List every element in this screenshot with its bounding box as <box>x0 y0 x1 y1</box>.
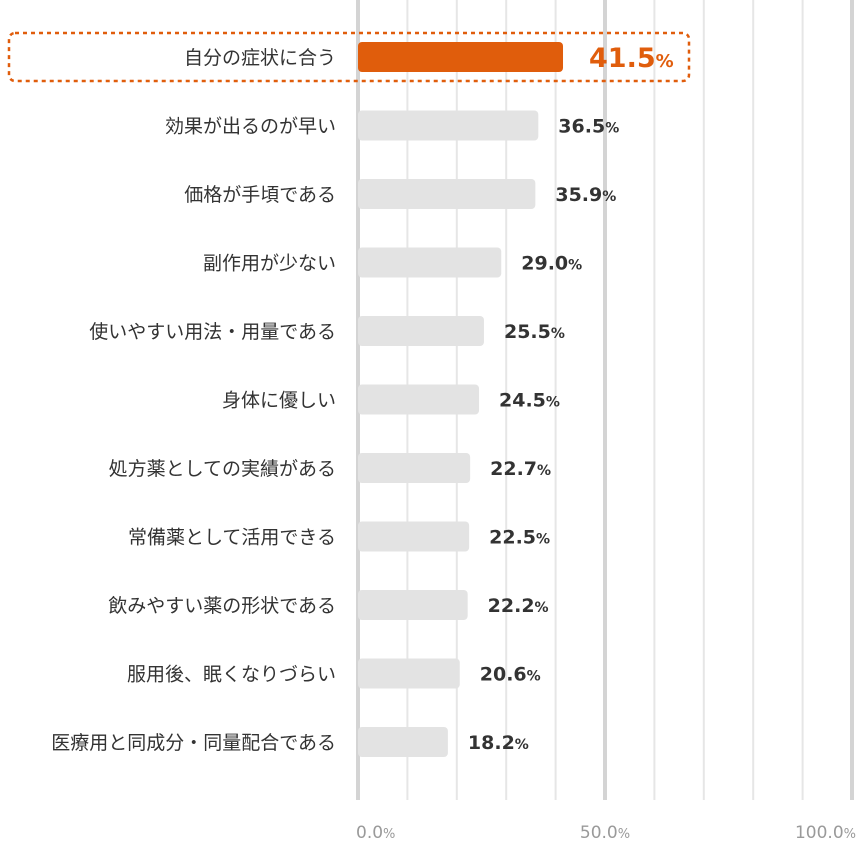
bar <box>358 521 470 552</box>
value-label: 41.5% <box>589 43 674 74</box>
category-label: 飲みやすい薬の形状である <box>108 595 336 617</box>
value-label: 20.6% <box>480 664 541 686</box>
bar <box>358 110 539 141</box>
value-labels: 41.5% 36.5% 35.9% 29.0% 25.5% 24.5% 22.7% 22.5%… <box>468 43 674 754</box>
bar <box>358 453 471 483</box>
bar <box>358 42 564 72</box>
highlight-frame-rect <box>7 31 691 83</box>
highlight-frame <box>7 31 691 83</box>
value-label: 22.2% <box>488 595 549 617</box>
value-label: 25.5% <box>504 321 565 343</box>
bar <box>358 316 484 346</box>
value-label: 22.5% <box>489 527 550 549</box>
category-label: 価格が手頃である <box>184 184 336 206</box>
category-label: 効果が出るのが早い <box>165 116 336 138</box>
value-label: 22.7% <box>490 458 551 480</box>
bar <box>358 727 448 757</box>
category-label: 服用後、眠くなりづらい <box>127 664 336 686</box>
category-label: 身体に優しい <box>222 390 336 412</box>
category-label: 使いやすい用法・用量である <box>89 321 336 343</box>
bar <box>358 658 460 689</box>
category-label: 処方薬としての実績がある <box>109 458 336 480</box>
bars <box>358 42 564 757</box>
tick-label: 0.0% <box>356 823 395 842</box>
value-label: 29.0% <box>521 253 582 275</box>
value-label: 35.9% <box>555 184 616 206</box>
category-label: 副作用が少ない <box>203 253 336 275</box>
value-label: 18.2% <box>468 732 529 754</box>
bar <box>358 590 468 620</box>
value-label: 24.5% <box>499 390 560 412</box>
tick-label: 100.0% <box>795 823 856 842</box>
category-labels: 自分の症状に合う効果が出るのが早い価格が手頃である副作用が少ない使いやすい用法・… <box>51 47 336 754</box>
bar <box>358 384 480 415</box>
category-label: 医療用と同成分・同量配合である <box>51 732 336 754</box>
category-label: 常備薬として活用できる <box>128 527 336 549</box>
category-label: 自分の症状に合う <box>184 47 336 69</box>
tick-label: 50.0% <box>580 823 630 842</box>
bar <box>358 179 536 209</box>
x-axis-ticks: 0.0% 50.0% 100.0% <box>356 823 856 842</box>
value-label: 36.5% <box>558 116 619 138</box>
bar <box>358 247 502 278</box>
